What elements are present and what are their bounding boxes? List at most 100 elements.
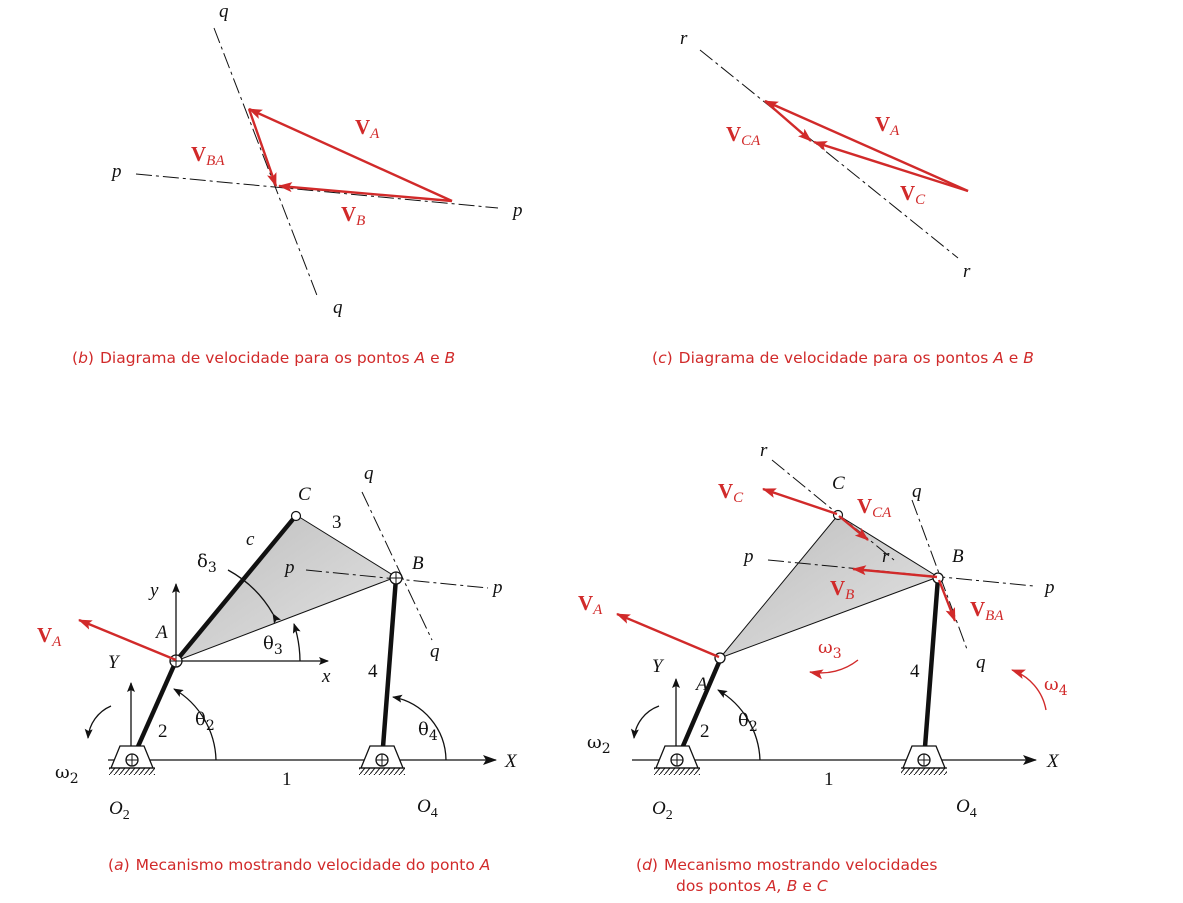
label-link-2-d: 2 xyxy=(700,721,710,742)
label-VA-d: VA xyxy=(578,591,603,618)
label-y: y xyxy=(148,580,159,601)
caption-d-line1: (d) Mecanismo mostrando velocidades xyxy=(636,856,937,874)
label-VB: VB xyxy=(341,202,365,229)
label-p-d-right: p xyxy=(1043,577,1055,598)
label-VBA-d: VBA xyxy=(970,597,1004,624)
ground-pivot-O2-d xyxy=(654,745,700,775)
label-C-a: C xyxy=(298,484,311,505)
vector-VC xyxy=(813,140,969,193)
joint-C xyxy=(290,510,302,522)
caption-c: (c) Diagrama de velocidade para os pontos… xyxy=(652,349,1034,367)
label-r-top: r xyxy=(680,28,688,49)
label-B-a: B xyxy=(412,553,424,574)
vector-VB xyxy=(278,182,453,203)
ground-pivot-O4 xyxy=(359,745,405,775)
label-q-top: q xyxy=(219,1,229,22)
label-theta4: θ4 xyxy=(418,719,438,744)
label-link-1: 1 xyxy=(282,769,292,790)
arc-theta2-d xyxy=(717,689,761,761)
label-theta3: θ3 xyxy=(263,633,283,658)
caption-b: (b) Diagrama de velocidade para os pontos… xyxy=(72,349,455,367)
link-4-d xyxy=(921,575,941,763)
label-B-d: B xyxy=(952,546,964,567)
ground-pivot-O4-d xyxy=(901,745,947,775)
line-r xyxy=(699,49,959,259)
link-3-triangle xyxy=(174,514,398,663)
label-link-1-d: 1 xyxy=(824,769,834,790)
joint-B xyxy=(389,571,403,585)
label-q-d-bottom: q xyxy=(976,652,986,673)
line-p-d xyxy=(767,559,1035,587)
arc-omega3-d xyxy=(809,659,859,680)
label-VBA: VBA xyxy=(191,142,225,169)
caption-a: (a) Mecanismo mostrando velocidade do pon… xyxy=(108,856,490,874)
label-link-2: 2 xyxy=(158,721,168,742)
label-p-d-left: p xyxy=(742,546,754,567)
label-VCA-d: VCA xyxy=(857,494,892,521)
label-omega2: ω2 xyxy=(55,762,79,787)
label-VC: VC xyxy=(900,181,926,208)
arc-omega4-d xyxy=(1011,669,1047,711)
label-theta2-d: θ2 xyxy=(738,710,758,735)
panel-a: X Y y x q q p p xyxy=(37,463,518,874)
label-delta3: δ3 xyxy=(197,551,217,576)
label-VA-a: VA xyxy=(37,623,62,650)
label-r-bottom: r xyxy=(963,261,971,282)
label-p-right: p xyxy=(511,200,523,221)
label-C-d: C xyxy=(832,473,845,494)
label-VB-d: VB xyxy=(830,576,854,603)
label-omega3-d: ω3 xyxy=(818,637,842,662)
vector-VA-a xyxy=(78,618,177,662)
label-q-bottom: q xyxy=(333,297,343,318)
vector-VBA-d xyxy=(937,579,957,622)
vector-VB-d xyxy=(852,565,938,579)
label-Y-d: Y xyxy=(652,656,665,677)
vector-VC-d xyxy=(762,487,838,516)
arc-theta2 xyxy=(173,688,217,761)
label-omega2-d: ω2 xyxy=(587,732,611,757)
line-p xyxy=(135,173,499,209)
vector-VCA-d xyxy=(838,515,869,541)
label-c: c xyxy=(246,529,255,550)
label-X-d: X xyxy=(1046,751,1060,772)
panel-d: X Y r r q q p p xyxy=(578,440,1068,895)
label-link-3: 3 xyxy=(332,512,342,533)
label-A-a: A xyxy=(154,622,168,643)
label-p-a-right: p xyxy=(491,577,503,598)
vector-VA xyxy=(248,107,453,203)
label-p-left: p xyxy=(110,161,122,182)
vector-VA-c xyxy=(764,99,969,193)
line-q-a xyxy=(361,491,433,641)
label-q-a-top: q xyxy=(364,463,374,484)
arc-delta3 xyxy=(227,569,281,624)
label-O2-d: O2 xyxy=(652,798,673,823)
label-q-a-bottom: q xyxy=(430,641,440,662)
joint-A-d xyxy=(714,652,726,664)
caption-d-line2: dos pontos A, B e C xyxy=(676,877,828,895)
joint-B-d xyxy=(932,572,944,584)
label-VCA: VCA xyxy=(726,122,761,149)
label-A-d: A xyxy=(694,674,708,695)
vector-VA-d xyxy=(616,612,720,659)
label-O2: O2 xyxy=(109,798,130,823)
arc-theta4 xyxy=(392,694,447,761)
label-theta2: θ2 xyxy=(195,709,215,734)
label-link-4-d: 4 xyxy=(910,661,920,682)
vector-VBA xyxy=(247,108,278,187)
label-omega4-d: ω4 xyxy=(1044,674,1068,699)
ground-pivot-O2 xyxy=(109,745,155,775)
label-link-4: 4 xyxy=(368,661,378,682)
label-Y: Y xyxy=(108,652,121,673)
label-r-d-bottom: r xyxy=(882,546,890,567)
panel-b: q q p p VA VBA VB (b) Diagrama de velocid… xyxy=(72,1,523,367)
label-O4-d: O4 xyxy=(956,796,977,821)
link-2-d xyxy=(674,657,723,763)
label-VA-c: VA xyxy=(875,112,900,139)
arc-omega2 xyxy=(84,705,112,739)
label-p-a-left: p xyxy=(283,557,295,578)
label-x: x xyxy=(321,666,331,687)
label-VA: VA xyxy=(355,115,380,142)
arc-omega2-d xyxy=(630,705,660,739)
panel-c: r r VA VCA VC (c) Diagrama de velocidade … xyxy=(652,28,1034,367)
